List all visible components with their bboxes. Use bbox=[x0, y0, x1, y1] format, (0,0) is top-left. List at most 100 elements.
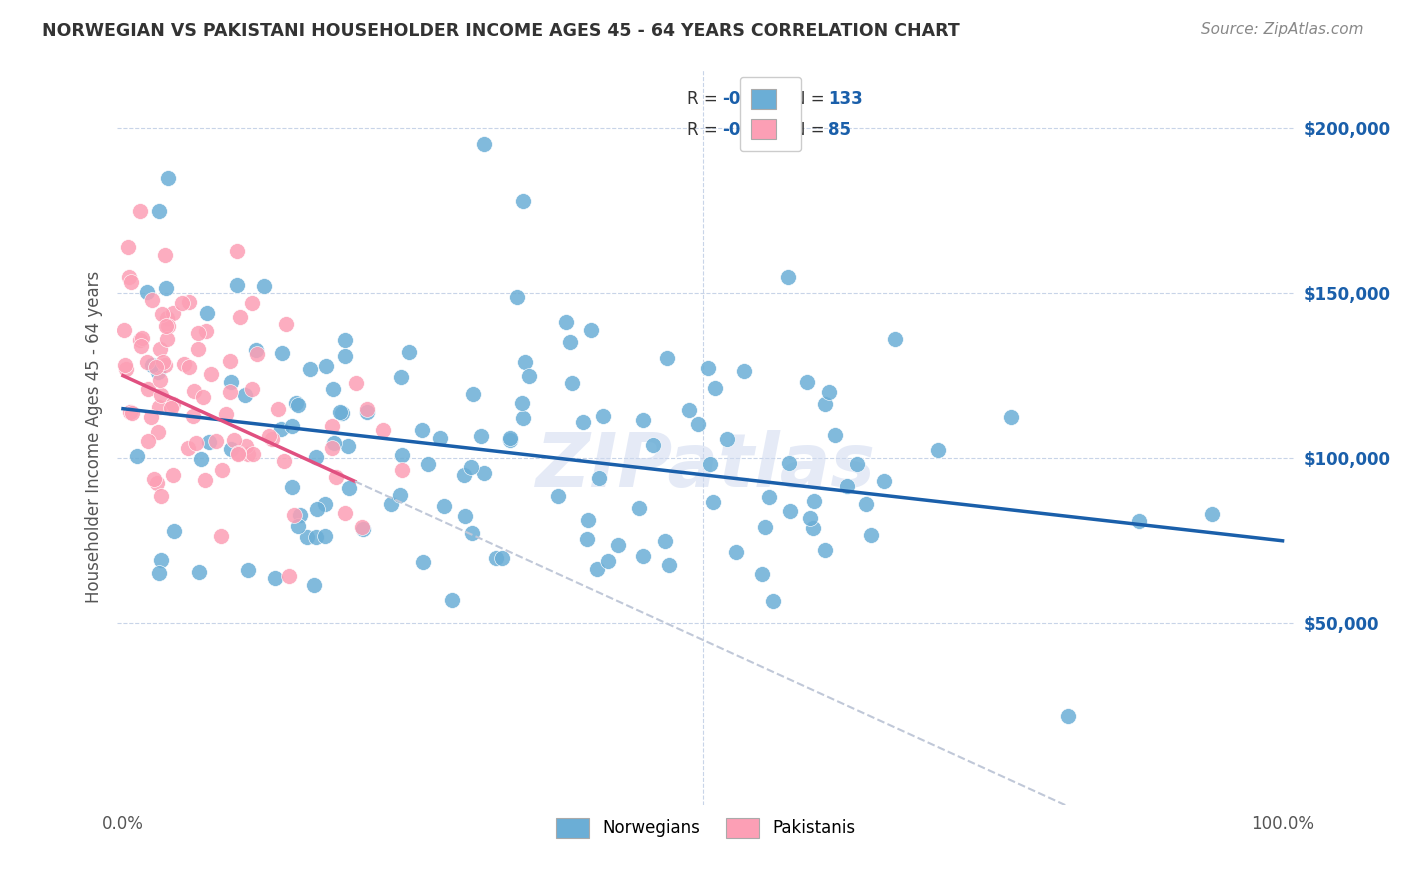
Point bbox=[173, 357, 195, 371]
Point bbox=[129, 339, 152, 353]
Point bbox=[315, 359, 337, 373]
Point bbox=[274, 318, 297, 332]
Point bbox=[226, 278, 249, 293]
Point bbox=[356, 404, 378, 418]
Point bbox=[322, 382, 344, 396]
Point bbox=[262, 432, 284, 446]
Point bbox=[270, 422, 292, 436]
Point bbox=[927, 443, 949, 458]
Point bbox=[678, 403, 700, 417]
Point bbox=[751, 567, 773, 582]
Point bbox=[778, 456, 800, 470]
Point bbox=[155, 318, 177, 333]
Point bbox=[121, 406, 143, 420]
Point bbox=[146, 364, 169, 378]
Point bbox=[855, 497, 877, 511]
Point bbox=[160, 401, 183, 415]
Point bbox=[592, 409, 614, 424]
Point bbox=[1128, 514, 1150, 528]
Point bbox=[754, 519, 776, 533]
Point bbox=[283, 508, 305, 523]
Point bbox=[136, 434, 159, 448]
Point bbox=[485, 551, 508, 566]
Point bbox=[155, 280, 177, 294]
Point bbox=[156, 318, 179, 333]
Point bbox=[135, 285, 157, 299]
Point bbox=[209, 529, 232, 543]
Point bbox=[245, 343, 267, 357]
Point bbox=[226, 447, 249, 461]
Point bbox=[129, 203, 152, 218]
Point bbox=[114, 361, 136, 376]
Point bbox=[658, 558, 681, 572]
Point bbox=[470, 429, 492, 443]
Point bbox=[323, 435, 346, 450]
Point bbox=[883, 332, 905, 346]
Point bbox=[162, 306, 184, 320]
Point bbox=[197, 434, 219, 449]
Point bbox=[139, 410, 162, 425]
Point bbox=[267, 402, 290, 417]
Point bbox=[339, 481, 361, 495]
Point bbox=[149, 343, 172, 357]
Point bbox=[333, 333, 356, 347]
Point bbox=[246, 346, 269, 360]
Point bbox=[181, 409, 204, 423]
Point bbox=[499, 433, 522, 447]
Point bbox=[253, 279, 276, 293]
Point bbox=[188, 565, 211, 579]
Point bbox=[758, 491, 780, 505]
Point bbox=[287, 519, 309, 533]
Point bbox=[814, 543, 837, 558]
Point bbox=[453, 468, 475, 483]
Point bbox=[183, 384, 205, 398]
Point bbox=[146, 476, 169, 491]
Point bbox=[146, 425, 169, 439]
Point bbox=[330, 405, 353, 419]
Point bbox=[136, 382, 159, 396]
Point bbox=[131, 331, 153, 345]
Point bbox=[627, 501, 650, 516]
Point bbox=[779, 504, 801, 518]
Point bbox=[141, 359, 163, 373]
Point bbox=[218, 353, 240, 368]
Point bbox=[641, 437, 664, 451]
Point bbox=[336, 439, 359, 453]
Point bbox=[835, 479, 858, 493]
Point bbox=[499, 431, 522, 445]
Point bbox=[461, 526, 484, 541]
Point bbox=[156, 332, 179, 346]
Point bbox=[176, 442, 198, 456]
Point bbox=[440, 593, 463, 607]
Point bbox=[273, 454, 295, 468]
Point bbox=[150, 387, 173, 401]
Point bbox=[607, 538, 630, 552]
Point bbox=[240, 382, 263, 396]
Point bbox=[141, 293, 163, 307]
Point bbox=[1201, 507, 1223, 521]
Text: N =: N = bbox=[793, 121, 830, 139]
Point bbox=[389, 370, 412, 384]
Point bbox=[335, 349, 357, 363]
Point bbox=[517, 368, 540, 383]
Point bbox=[298, 361, 321, 376]
Point bbox=[688, 417, 710, 431]
Point bbox=[560, 376, 582, 390]
Point bbox=[352, 522, 374, 536]
Point bbox=[696, 361, 718, 376]
Point bbox=[703, 381, 725, 395]
Point bbox=[314, 529, 336, 543]
Point bbox=[145, 360, 167, 375]
Text: Source: ZipAtlas.com: Source: ZipAtlas.com bbox=[1201, 22, 1364, 37]
Point bbox=[796, 376, 818, 390]
Point bbox=[333, 507, 356, 521]
Point bbox=[152, 355, 174, 369]
Point bbox=[813, 397, 835, 411]
Point bbox=[120, 405, 142, 419]
Text: -0.239: -0.239 bbox=[723, 90, 782, 109]
Point bbox=[373, 423, 395, 437]
Point bbox=[412, 555, 434, 569]
Point bbox=[305, 450, 328, 465]
Point bbox=[285, 396, 308, 410]
Point bbox=[824, 428, 846, 442]
